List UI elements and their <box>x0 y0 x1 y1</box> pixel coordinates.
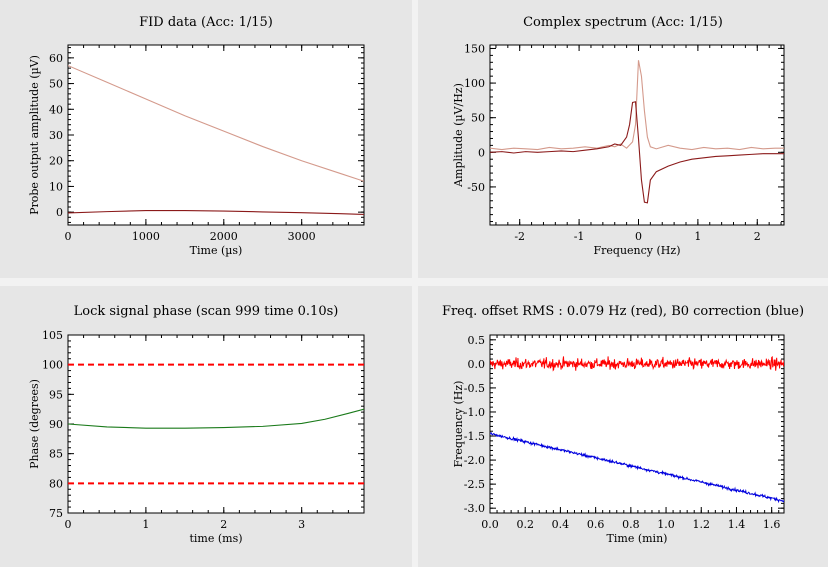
y-tick-label: 10 <box>49 180 63 193</box>
x-tick-label: 1 <box>694 230 701 243</box>
y-tick-label: 90 <box>49 418 63 431</box>
y-tick-label: 0 <box>478 146 485 159</box>
x-tick-label: -1 <box>574 230 585 243</box>
plot-area <box>67 44 365 226</box>
freq-offset-chart: Freq. offset RMS : 0.079 Hz (red), B0 co… <box>442 304 804 545</box>
chart-title: Freq. offset RMS : 0.079 Hz (red), B0 co… <box>442 304 804 319</box>
y-tick-label: 60 <box>49 52 63 65</box>
x-axis-label: time (ms) <box>189 532 242 545</box>
y-axis-label: Amplitude (µV/Hz) <box>452 83 465 188</box>
complex-spectrum-chart: Complex spectrum (Acc: 1/15) -2 -1 0 1 2 -50 0 5… <box>452 15 785 257</box>
x-tick-label: 0 <box>65 518 72 531</box>
series-line-1 <box>490 101 784 204</box>
x-tick-label: 2 <box>754 230 761 243</box>
x-tick-label: 2 <box>220 518 227 531</box>
y-tick-label: 20 <box>49 155 63 168</box>
y-axis-label: Frequency (Hz) <box>452 381 465 468</box>
chart-title: Complex spectrum (Acc: 1/15) <box>523 15 723 30</box>
y-tick-label: 100 <box>464 77 485 90</box>
y-tick-label: -2.0 <box>464 454 485 467</box>
x-tick-label: 1.2 <box>693 518 711 531</box>
y-axis-label: Phase (degrees) <box>28 379 41 469</box>
x-tick-label: 0.0 <box>481 518 499 531</box>
x-axis-label: Frequency (Hz) <box>594 244 681 257</box>
series-group <box>490 60 784 204</box>
chart-title: FID data (Acc: 1/15) <box>139 15 273 30</box>
y-tick-label: -1.5 <box>464 430 485 443</box>
y-tick-label: 50 <box>49 78 63 91</box>
y-tick-label: 150 <box>464 42 485 55</box>
x-tick-label: 1.6 <box>763 518 781 531</box>
y-tick-label: -50 <box>467 181 485 194</box>
x-tick-label: 0.8 <box>622 518 640 531</box>
x-tick-label: 0.2 <box>516 518 534 531</box>
x-tick-label: 3000 <box>288 230 316 243</box>
y-tick-label: -3.0 <box>464 502 485 515</box>
y-tick-label: 50 <box>471 112 485 125</box>
y-tick-label: 0 <box>56 206 63 219</box>
y-tick-label: 30 <box>49 129 63 142</box>
x-tick-label: 0 <box>65 230 72 243</box>
x-tick-label: 0.6 <box>587 518 605 531</box>
series-group <box>68 65 364 216</box>
x-tick-label: 0.4 <box>552 518 570 531</box>
series-line-0 <box>68 65 364 182</box>
x-tick-label: 0 <box>635 230 642 243</box>
y-tick-label: 95 <box>49 388 63 401</box>
y-tick-label: 0.0 <box>468 358 486 371</box>
y-tick-label: 75 <box>49 507 63 520</box>
x-tick-label: 1.0 <box>657 518 675 531</box>
y-tick-label: -0.5 <box>464 382 485 395</box>
series-line-0 <box>68 408 364 429</box>
series-line-0 <box>490 60 784 151</box>
y-tick-label: 100 <box>42 359 63 372</box>
lock-signal-phase-chart: Lock signal phase (scan 999 time 0.10s) 0… <box>28 304 365 545</box>
y-tick-label: 80 <box>49 477 63 490</box>
x-tick-label: 1000 <box>132 230 160 243</box>
x-axis-label: Time (min) <box>607 532 668 545</box>
x-tick-label: 3 <box>298 518 305 531</box>
plot-area <box>67 334 365 514</box>
chart-title: Lock signal phase (scan 999 time 0.10s) <box>74 304 339 319</box>
fid-data-chart: FID data (Acc: 1/15) 0 1000 2000 3000 0 10 20 30… <box>28 15 365 257</box>
y-tick-label: 105 <box>42 329 63 342</box>
series-group <box>68 363 364 485</box>
y-axis-label: Probe output amplitude (µV) <box>28 55 41 215</box>
y-tick-label: 0.5 <box>468 334 486 347</box>
series-group <box>490 355 784 504</box>
plot-area <box>489 44 785 226</box>
x-tick-label: -2 <box>514 230 525 243</box>
x-tick-label: 2000 <box>210 230 238 243</box>
series-line-1 <box>68 210 364 216</box>
x-tick-label: 1.4 <box>728 518 746 531</box>
series-line-0 <box>490 355 784 372</box>
y-tick-label: -2.5 <box>464 478 485 491</box>
x-axis-label: Time (µs) <box>190 244 243 257</box>
x-tick-label: 1 <box>142 518 149 531</box>
y-tick-label: 85 <box>49 448 63 461</box>
y-tick-label: 40 <box>49 103 63 116</box>
series-line-1 <box>490 432 784 504</box>
y-tick-label: -1.0 <box>464 406 485 419</box>
panel-separator-horizontal <box>0 278 828 286</box>
